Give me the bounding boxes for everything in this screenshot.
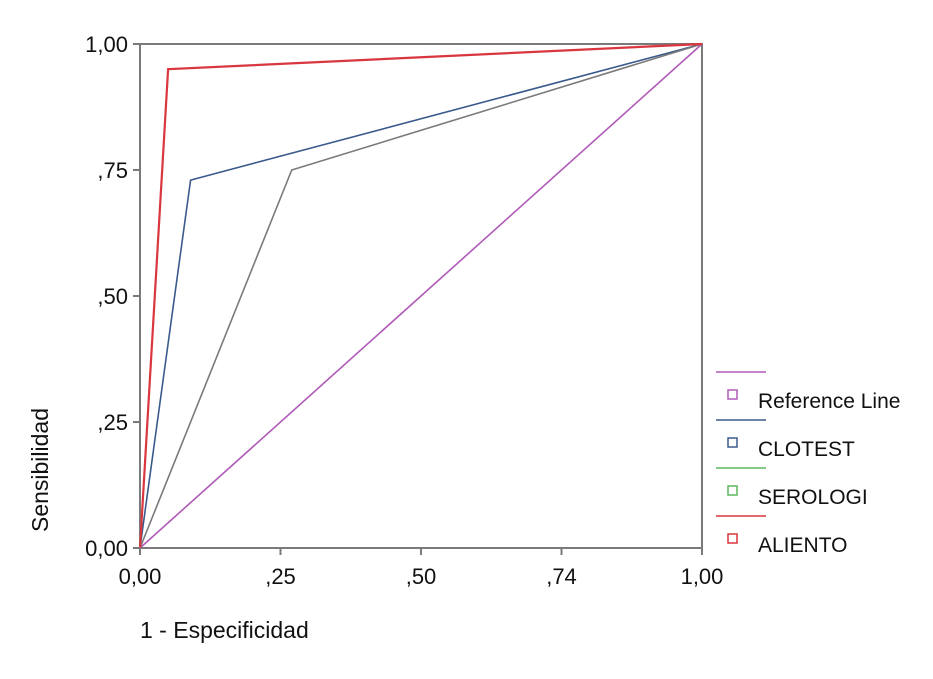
x-tick-label: 1,00 xyxy=(681,564,724,589)
y-tick-label: 1,00 xyxy=(85,32,128,57)
legend-label: Reference Line xyxy=(758,390,900,413)
legend-swatch xyxy=(727,533,738,544)
series-line-clotest xyxy=(139,43,703,549)
x-tick-label: ,50 xyxy=(406,564,437,589)
legend-label: CLOTEST xyxy=(758,438,855,461)
legend-swatch xyxy=(727,485,738,496)
y-tick-label: ,25 xyxy=(97,410,128,435)
x-axis-title: 1 - Especificidad xyxy=(140,617,309,643)
y-axis-ticks: 0,00 ,25 ,50 ,75 1,00 xyxy=(85,32,140,561)
legend-swatch xyxy=(727,437,738,448)
x-axis-ticks: 0,00 ,25 ,50 ,74 1,00 xyxy=(119,548,724,589)
series-line-reference-line xyxy=(139,43,703,549)
legend-swatch xyxy=(727,389,738,400)
series-line-aliento xyxy=(138,42,703,549)
y-tick-label: ,50 xyxy=(97,284,128,309)
legend-label: SEROLOGI xyxy=(758,486,868,509)
x-tick-label: 0,00 xyxy=(119,564,162,589)
x-tick-label: ,25 xyxy=(265,564,296,589)
y-tick-label: ,75 xyxy=(97,158,128,183)
y-axis-title: Sensibilidad xyxy=(27,408,53,532)
legend-label: ALIENTO xyxy=(758,534,847,557)
series-line-serologi xyxy=(139,43,703,549)
y-tick-label: 0,00 xyxy=(85,536,128,561)
legend: Reference Line CLOTEST SEROLOGI ALIENTO xyxy=(716,371,900,557)
x-tick-label: ,74 xyxy=(546,564,577,589)
series-layer xyxy=(138,42,703,549)
